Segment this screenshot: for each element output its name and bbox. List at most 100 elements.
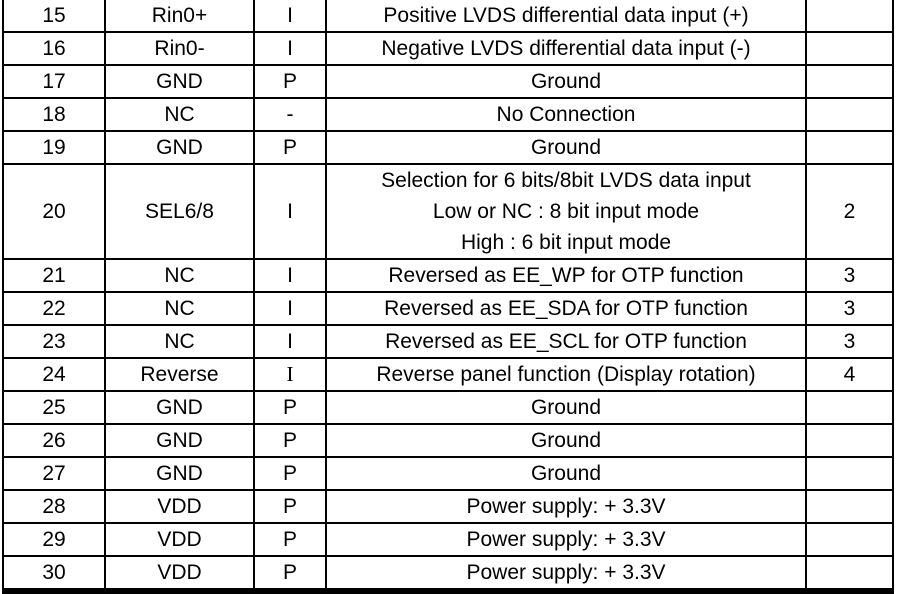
description-line: No Connection (496, 103, 636, 126)
description-line: Ground (530, 462, 602, 485)
pin-number-cell: 18 (2, 97, 106, 132)
table-row: 29 VDD P Power supply: + 3.3V (2, 522, 894, 557)
io-cell: I (253, 0, 327, 33)
note-cell (805, 0, 894, 33)
note-cell: 2 (805, 163, 894, 260)
io-cell: P (253, 423, 327, 458)
description-cell: Reversed as EE_SCL for OTP function (325, 324, 807, 359)
symbol-cell: GND (104, 456, 255, 491)
io-cell: P (253, 456, 327, 491)
pin-number-cell: 17 (2, 64, 106, 99)
description-line: Power supply: + 3.3V (466, 561, 666, 584)
table-row: 20 SEL6/8 I Selection for 6 bits/8bit LVDS … (2, 163, 894, 260)
io-cell: I (253, 163, 327, 260)
io-cell: P (253, 489, 327, 524)
description-cell: Negative LVDS differential data input (-… (325, 31, 807, 66)
note-cell (805, 97, 894, 132)
description-cell: Ground (325, 64, 807, 99)
symbol-cell: VDD (104, 489, 255, 524)
pin-number-cell: 28 (2, 489, 106, 524)
symbol-cell: Reverse (104, 357, 255, 392)
description-cell: Reversed as EE_SDA for OTP function (325, 291, 807, 326)
io-cell: I (253, 31, 327, 66)
note-cell (805, 31, 894, 66)
description-line: Low or NC : 8 bit input mode (432, 200, 700, 223)
description-cell: Selection for 6 bits/8bit LVDS data inpu… (325, 163, 807, 260)
io-cell: I (253, 357, 327, 392)
pin-number-cell: 15 (2, 0, 106, 33)
note-cell (805, 64, 894, 99)
symbol-cell: NC (104, 258, 255, 293)
note-cell (805, 130, 894, 165)
pin-number-cell: 16 (2, 31, 106, 66)
table-row: 28 VDD P Power supply: + 3.3V (2, 489, 894, 524)
pin-number-cell: 27 (2, 456, 106, 491)
description-line: Positive LVDS differential data input (+… (383, 4, 749, 27)
description-cell: Power supply: + 3.3V (325, 489, 807, 524)
table-row: 16 Rin0- I Negative LVDS differential data … (2, 31, 894, 66)
pin-number-cell: 25 (2, 390, 106, 425)
symbol-cell: NC (104, 97, 255, 132)
io-cell: I (253, 258, 327, 293)
note-cell (805, 423, 894, 458)
table-row: 26 GND P Ground (2, 423, 894, 458)
table-row: 19 GND P Ground (2, 130, 894, 165)
io-cell: P (253, 522, 327, 557)
io-cell: - (253, 97, 327, 132)
description-line: Power supply: + 3.3V (466, 528, 666, 551)
io-cell: I (253, 291, 327, 326)
description-cell: Ground (325, 456, 807, 491)
pin-number-cell: 21 (2, 258, 106, 293)
description-line: Reversed as EE_SCL for OTP function (385, 330, 747, 353)
io-cell: I (253, 324, 327, 359)
description-line: High : 6 bit input mode (460, 231, 672, 254)
description-line: Ground (530, 396, 602, 419)
table-row: 17 GND P Ground (2, 64, 894, 99)
pin-number-cell: 23 (2, 324, 106, 359)
table-row: 27 GND P Ground (2, 456, 894, 491)
symbol-cell: Rin0+ (104, 0, 255, 33)
description-cell: Power supply: + 3.3V (325, 555, 807, 592)
note-cell: 3 (805, 291, 894, 326)
note-cell (805, 522, 894, 557)
pin-number-cell: 24 (2, 357, 106, 392)
pin-number-cell: 30 (2, 555, 106, 592)
description-line: Ground (530, 70, 602, 93)
io-cell: P (253, 130, 327, 165)
description-cell: No Connection (325, 97, 807, 132)
description-line: Ground (530, 136, 602, 159)
description-cell: Ground (325, 423, 807, 458)
note-cell (805, 456, 894, 491)
description-cell: Power supply: + 3.3V (325, 522, 807, 557)
description-line: Selection for 6 bits/8bit LVDS data inpu… (381, 169, 751, 192)
pin-number-cell: 29 (2, 522, 106, 557)
description-line: Reversed as EE_SDA for OTP function (384, 297, 748, 320)
description-line: Negative LVDS differential data input (-… (381, 37, 751, 60)
table-row: 21 NC I Reversed as EE_WP for OTP function 3 (2, 258, 894, 293)
symbol-cell: Rin0- (104, 31, 255, 66)
note-cell (805, 489, 894, 524)
description-cell: Ground (325, 390, 807, 425)
table-row: 18 NC - No Connection (2, 97, 894, 132)
io-cell: P (253, 64, 327, 99)
symbol-cell: VDD (104, 522, 255, 557)
pin-number-cell: 20 (2, 163, 106, 260)
description-line: Ground (530, 429, 602, 452)
table-row: 22 NC I Reversed as EE_SDA for OTP function… (2, 291, 894, 326)
description-cell: Positive LVDS differential data input (+… (325, 0, 807, 33)
symbol-cell: GND (104, 64, 255, 99)
note-cell: 3 (805, 324, 894, 359)
symbol-cell: GND (104, 390, 255, 425)
description-line: Reversed as EE_WP for OTP function (388, 264, 744, 287)
pin-number-cell: 19 (2, 130, 106, 165)
note-cell (805, 390, 894, 425)
table-row: 30 VDD P Power supply: + 3.3V (2, 555, 894, 592)
table-row: 23 NC I Reversed as EE_SCL for OTP function… (2, 324, 894, 359)
symbol-cell: GND (104, 423, 255, 458)
note-cell: 4 (805, 357, 894, 392)
pin-number-cell: 26 (2, 423, 106, 458)
description-cell: Ground (325, 130, 807, 165)
